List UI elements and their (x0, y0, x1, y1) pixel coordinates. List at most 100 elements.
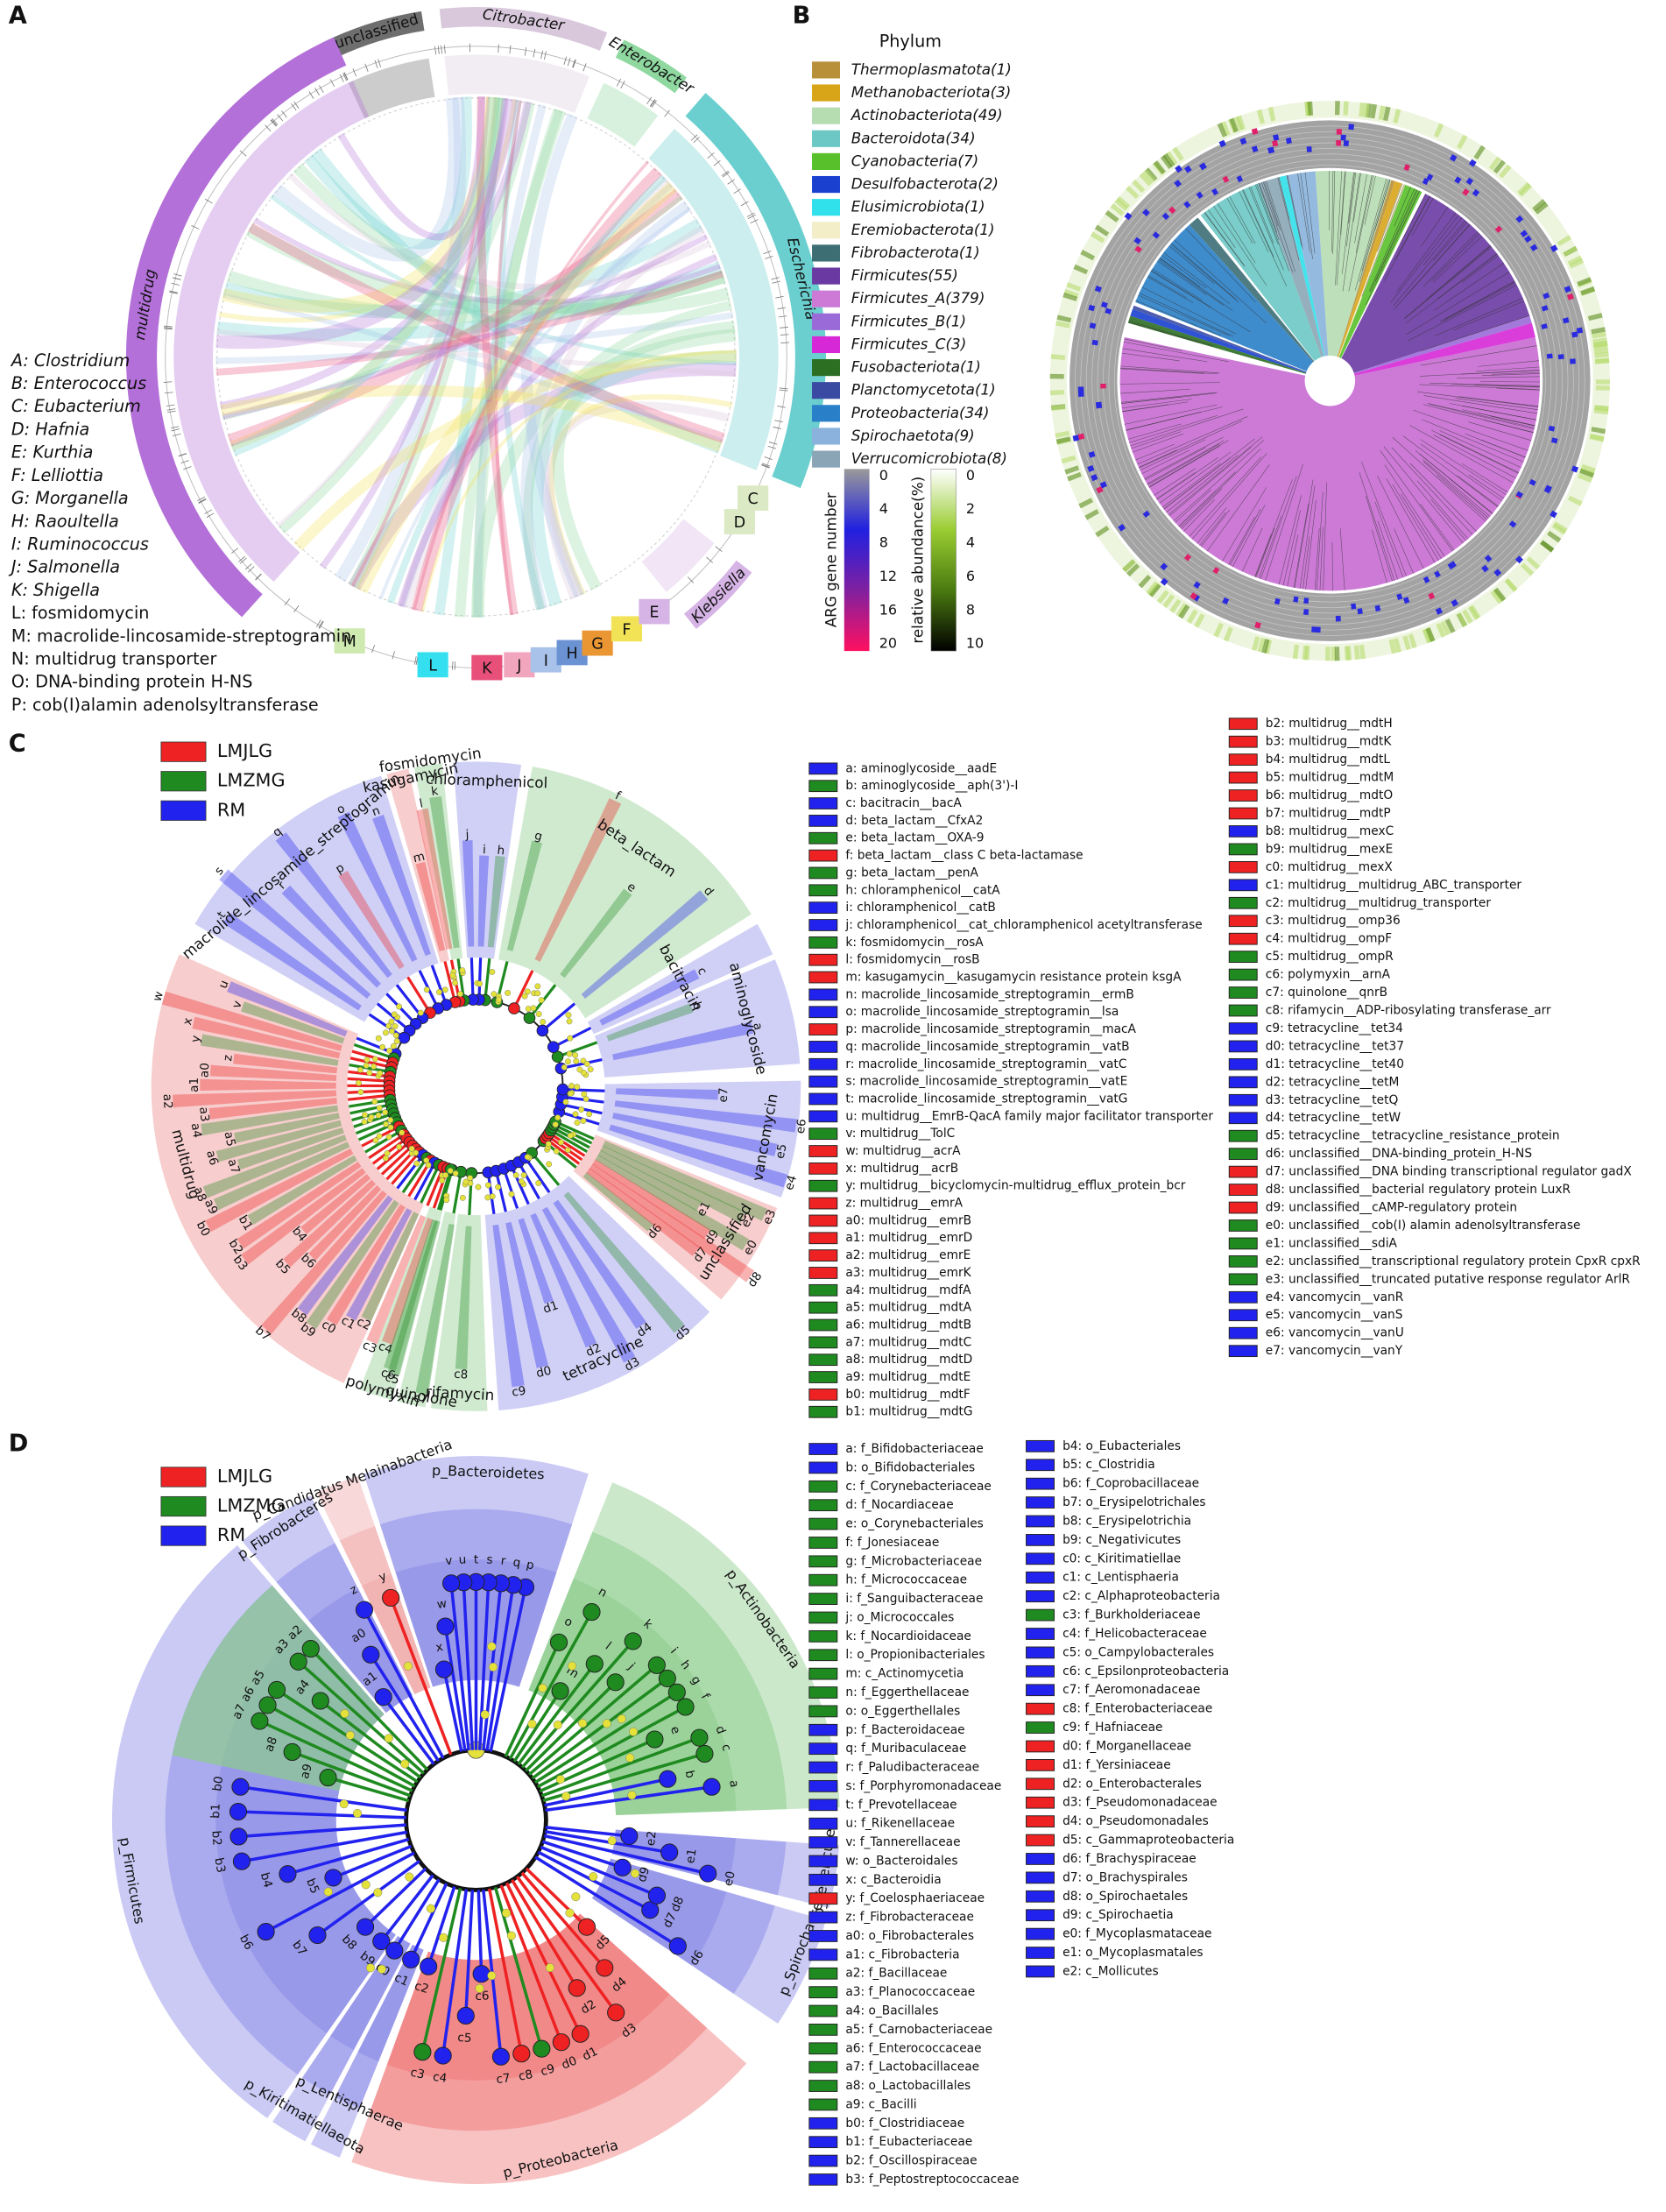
arc-label: b8 (339, 1933, 360, 1954)
arg-cell (1494, 225, 1503, 233)
tree-branch (1131, 431, 1182, 449)
legend-swatch (812, 428, 840, 445)
tree-branch (1346, 172, 1357, 247)
minor-node (376, 1133, 383, 1140)
entry-swatch (808, 1761, 838, 1774)
entry-label: b: aminoglycoside__aph(3')-I (845, 779, 1018, 793)
feature-bar (492, 1224, 525, 1388)
legend-entry: Planctomycetota(1) (851, 381, 996, 399)
node (308, 1926, 327, 1945)
tree-branch (1260, 181, 1294, 273)
arg-ring-line (1085, 137, 1574, 625)
entry-swatch (1026, 1590, 1055, 1603)
entry-label: b9: multidrug__mexE (1266, 842, 1393, 856)
abundance-cell (1148, 583, 1161, 597)
arc-label: d9 (702, 1227, 722, 1247)
chord (434, 96, 505, 616)
arc-label: e4 (782, 1174, 800, 1192)
phylum-wedge (1337, 180, 1395, 357)
chord (272, 96, 462, 262)
arc-label: c2 (413, 1979, 430, 1996)
branch (542, 1752, 705, 1803)
tree-branch (1483, 420, 1534, 434)
entry-swatch (1026, 1664, 1055, 1678)
legend-swatch (812, 222, 840, 239)
bar-tick-label: 2 (966, 500, 975, 517)
entry-swatch (808, 884, 838, 897)
node (436, 1617, 455, 1636)
phylum-wedge (1353, 315, 1532, 374)
branch (488, 1888, 524, 2054)
branch (516, 1876, 618, 2014)
track-tick (255, 573, 262, 581)
abundance-cell (1055, 430, 1070, 439)
branch (494, 1170, 507, 1212)
legend-entry: A: Clostridium (10, 350, 130, 371)
tree-branch (1123, 341, 1229, 363)
branch (550, 1128, 589, 1153)
minor-node (552, 1121, 559, 1128)
branch (540, 1736, 701, 1798)
feature-bar (612, 1113, 778, 1157)
arg-cell (1183, 201, 1191, 208)
tree-branch (1461, 370, 1540, 375)
minor-node (534, 990, 541, 997)
chord (520, 201, 692, 611)
legend-entry: Spirochaetota(9) (851, 427, 975, 444)
minor-node (521, 993, 528, 1000)
arc-label: c0 (319, 1318, 338, 1337)
minor-node (439, 1177, 446, 1184)
arc-label: a0 (197, 1063, 212, 1078)
arc-label: d0 (560, 2053, 579, 2072)
entry-swatch (1228, 1129, 1258, 1142)
feature-bar (161, 991, 342, 1051)
tree-branch (1401, 493, 1442, 559)
chord (311, 148, 723, 454)
node (659, 1770, 677, 1788)
arc-label: chloramphenicol (426, 770, 548, 792)
letter-label: H (567, 646, 578, 663)
arg-cell (1528, 478, 1536, 486)
track-tick (533, 48, 536, 58)
minor-node (630, 1869, 640, 1878)
entry-label: b8: c_Erysipelotrichia (1062, 1514, 1191, 1528)
arc-label: c8 (518, 2067, 534, 2084)
entry-swatch (808, 1023, 838, 1035)
branch (452, 1171, 462, 1214)
tree-branch (1439, 430, 1521, 469)
abundance-cell (1526, 556, 1541, 570)
abundance-cell (1592, 341, 1608, 348)
entry-swatch (808, 1405, 838, 1418)
node (372, 1932, 391, 1951)
abundance-cell (1425, 627, 1436, 642)
branch (413, 1162, 436, 1201)
minor-node (443, 1197, 450, 1204)
branch (517, 1663, 597, 1765)
chord (399, 182, 674, 608)
track-tick (191, 225, 200, 230)
tree-branch (1222, 487, 1267, 562)
chord (276, 96, 498, 527)
arc-label: u (458, 1552, 466, 1566)
branch (401, 1156, 428, 1194)
arg-cell (1274, 597, 1281, 605)
abundance-cell (1388, 639, 1397, 654)
arc-label: g (533, 829, 544, 845)
tree-branch (1348, 175, 1373, 292)
arg-cell (1077, 386, 1084, 392)
arg-cell (1251, 145, 1259, 153)
tree-branch (1445, 281, 1515, 320)
tree-branch (1259, 182, 1278, 233)
tree-branch (1476, 366, 1540, 372)
feature-bar (595, 1155, 750, 1251)
track-tick (183, 466, 192, 470)
entry-label: e4: vancomycin__vanR (1266, 1290, 1404, 1304)
node (647, 1886, 667, 1905)
letter-label: E (649, 604, 659, 622)
minor-node (417, 1009, 424, 1016)
entry-swatch (1228, 1184, 1258, 1196)
arg-cell (1357, 608, 1363, 615)
arc-label: a8 (191, 1185, 209, 1205)
arg-cell (1515, 555, 1523, 564)
entry-label: c8: f_Enterobacteriaceae (1062, 1702, 1212, 1716)
